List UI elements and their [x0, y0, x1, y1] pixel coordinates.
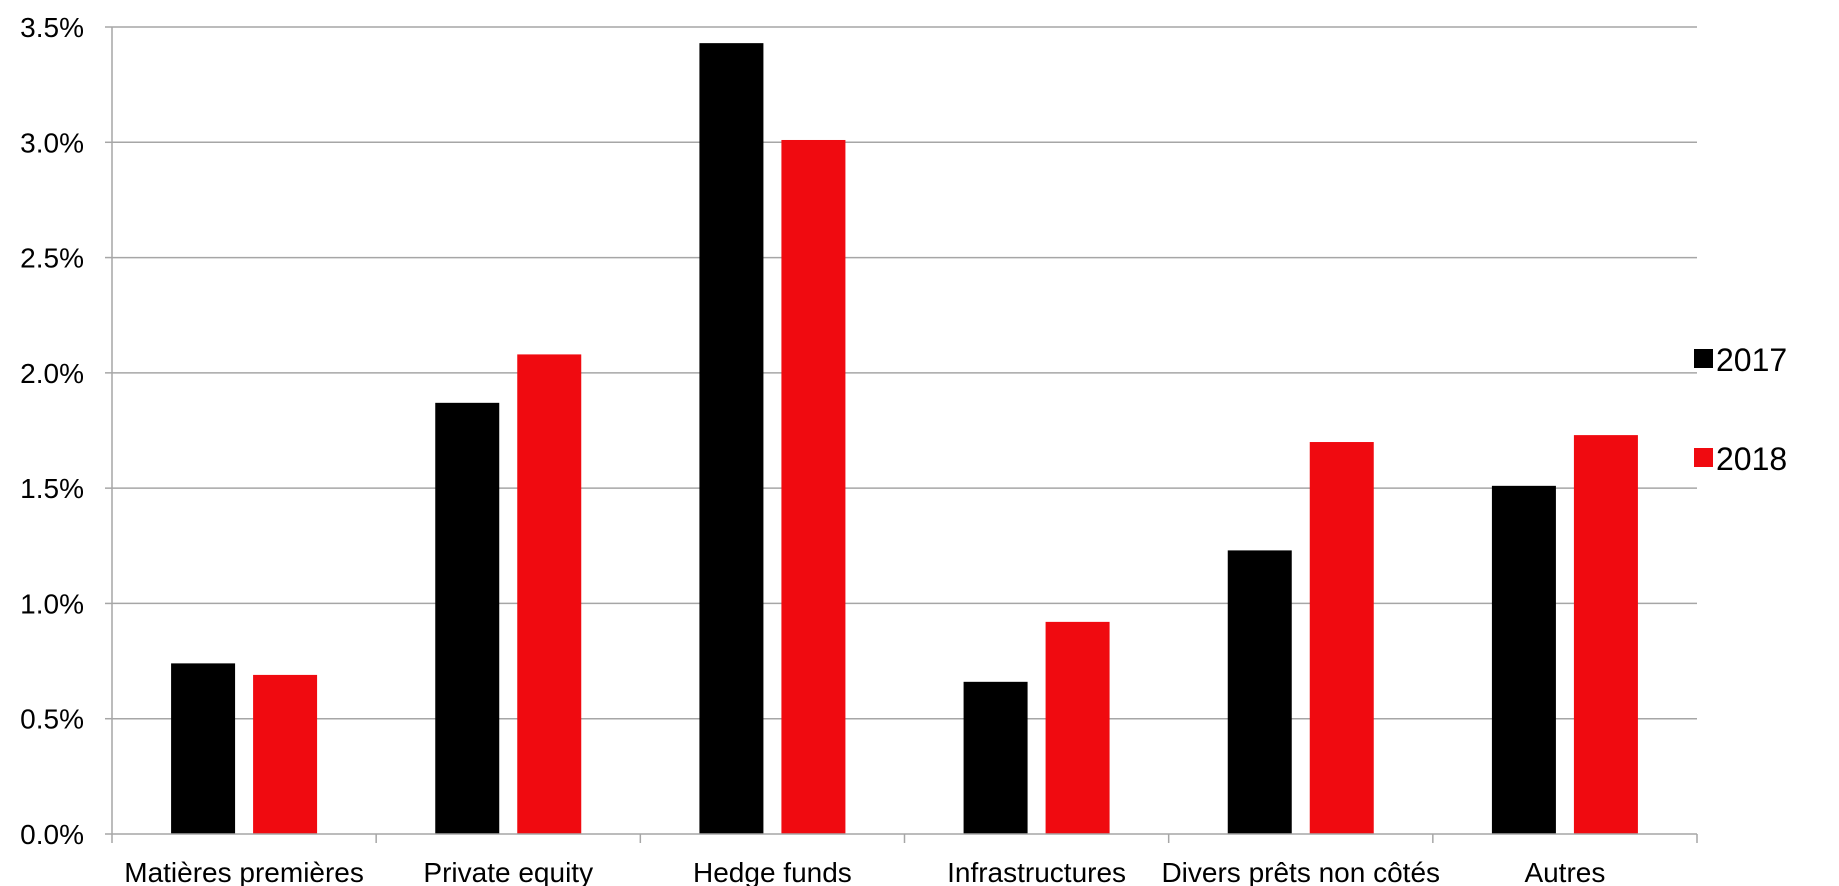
y-tick-label: 2.0% — [20, 358, 84, 389]
legend-label-2017: 2017 — [1716, 342, 1787, 378]
legend-label-2018: 2018 — [1716, 441, 1787, 477]
bar-2018 — [517, 354, 582, 834]
y-tick-label: 0.0% — [20, 819, 84, 850]
bar-2018 — [1045, 621, 1110, 834]
legend-swatch-2017 — [1694, 349, 1713, 368]
x-tick-label: Matières premières — [124, 857, 364, 886]
y-tick-label: 0.5% — [20, 704, 84, 735]
y-tick-label: 1.5% — [20, 473, 84, 504]
bar-2017 — [171, 663, 236, 834]
x-axis — [111, 27, 1698, 843]
y-tick-label: 3.0% — [20, 127, 84, 158]
y-axis-labels: 0.0% 0.5% 1.0% 1.5% 2.0% 2.5% 3.0% 3.5% — [20, 12, 84, 850]
bar-2018 — [1309, 442, 1374, 834]
bar-2017 — [435, 402, 500, 834]
y-tick-label: 1.0% — [20, 588, 84, 619]
bars — [171, 43, 1638, 835]
x-tick-label: Infrastructures — [947, 857, 1126, 886]
bar-2018 — [781, 139, 846, 835]
legend: 2017 2018 — [1694, 342, 1787, 477]
y-tick-label: 3.5% — [20, 12, 84, 43]
x-tick-label: Hedge funds — [693, 857, 852, 886]
bar-2018 — [1573, 435, 1638, 834]
bar-2018 — [253, 674, 318, 834]
legend-swatch-2018 — [1694, 448, 1713, 467]
bar-2017 — [1227, 550, 1292, 834]
y-tick-label: 2.5% — [20, 243, 84, 274]
x-tick-label: Private equity — [423, 857, 593, 886]
x-tick-label: Autres — [1524, 857, 1605, 886]
x-tick-label: Divers prêts non côtés — [1161, 857, 1440, 886]
x-axis-labels: Matières premières Private equity Hedge fu… — [124, 857, 1605, 886]
bar-2017 — [963, 681, 1028, 834]
gridlines — [105, 26, 1697, 835]
bar-2017 — [699, 43, 764, 834]
bar-2017 — [1491, 485, 1556, 834]
